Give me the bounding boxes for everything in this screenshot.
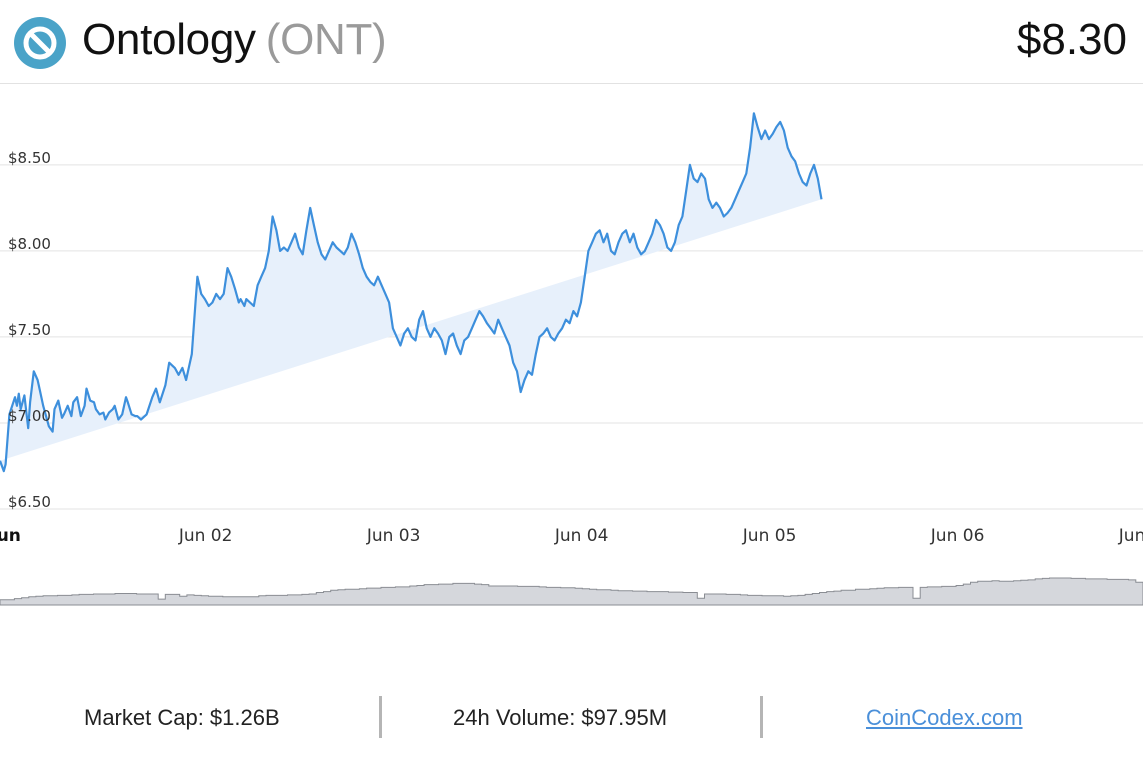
volume-navigator[interactable] xyxy=(0,577,1143,606)
y-tick-label: $6.50 xyxy=(8,493,51,511)
coincodex-link[interactable]: CoinCodex.com xyxy=(866,705,1023,730)
y-tick-label: $7.00 xyxy=(8,407,51,425)
coin-header: Ontology (ONT) $8.30 xyxy=(0,0,1143,84)
footer-divider xyxy=(379,696,382,738)
x-axis-ticks: Jun Jun 02 Jun 03 Jun 04 Jun 05 Jun 06 Jun 07 xyxy=(0,526,1143,546)
volume-24h: 24h Volume: $97.95M xyxy=(453,705,668,730)
x-tick-label: Jun 04 xyxy=(554,526,609,546)
price-chart[interactable]: $6.50 $7.00 $7.50 $8.00 $8.50 Jun Jun 02 Jun 0… xyxy=(0,84,1143,610)
coin-price: $8.30 xyxy=(1016,15,1127,64)
stats-footer: Market Cap: $1.26B 24h Volume: $97.95M C… xyxy=(0,686,1143,750)
ontology-logo-icon xyxy=(14,17,66,69)
x-tick-label: Jun 06 xyxy=(930,526,985,546)
footer-divider xyxy=(760,696,763,738)
x-tick-label: Jun 07 xyxy=(1118,526,1143,546)
x-tick-label: Jun 03 xyxy=(366,526,421,546)
coin-symbol: (ONT) xyxy=(265,15,387,64)
y-tick-label: $7.50 xyxy=(8,321,51,339)
y-tick-label: $8.50 xyxy=(8,149,51,167)
grid-lines xyxy=(0,164,1143,510)
price-area-fill xyxy=(0,113,822,472)
price-line xyxy=(0,112,823,473)
x-tick-label: Jun 05 xyxy=(742,526,797,546)
market-cap: Market Cap: $1.26B xyxy=(84,705,280,730)
x-tick-label: Jun 02 xyxy=(178,526,233,546)
coin-name: Ontology xyxy=(82,15,256,64)
y-axis-ticks: $6.50 $7.00 $7.50 $8.00 $8.50 xyxy=(8,149,51,511)
x-tick-label: Jun xyxy=(0,526,21,546)
y-tick-label: $8.00 xyxy=(8,235,51,253)
coin-title: Ontology (ONT) xyxy=(82,8,387,72)
